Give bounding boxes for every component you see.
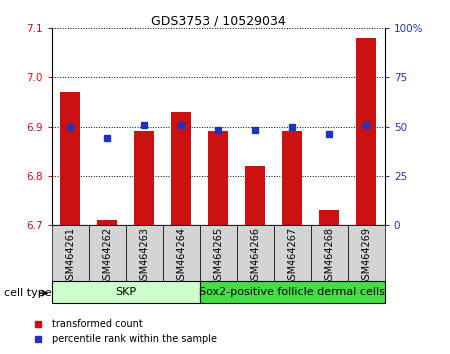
Text: GSM464267: GSM464267	[287, 227, 297, 286]
Bar	[200, 225, 237, 281]
Bar	[89, 225, 126, 281]
Bar	[356, 38, 376, 225]
Title: GDS3753 / 10529034: GDS3753 / 10529034	[151, 14, 286, 27]
Text: GSM464266: GSM464266	[250, 227, 260, 286]
Text: cell type: cell type	[4, 288, 52, 298]
Bar	[311, 225, 348, 281]
Bar	[171, 112, 191, 225]
Bar	[274, 225, 311, 281]
Bar	[52, 225, 89, 281]
Bar	[319, 210, 339, 225]
Text: SKP: SKP	[115, 287, 136, 297]
Text: Sox2-positive follicle dermal cells: Sox2-positive follicle dermal cells	[199, 287, 385, 297]
Text: GSM464262: GSM464262	[102, 227, 112, 286]
Bar	[208, 131, 229, 225]
Bar	[60, 92, 81, 225]
Text: GSM464263: GSM464263	[139, 227, 149, 286]
Bar	[163, 225, 200, 281]
Text: GSM464268: GSM464268	[324, 227, 334, 286]
Text: GSM464265: GSM464265	[213, 227, 223, 286]
Bar	[282, 131, 302, 225]
Bar	[52, 281, 200, 303]
Bar	[245, 166, 266, 225]
Text: GSM464261: GSM464261	[65, 227, 75, 286]
Bar	[134, 131, 154, 225]
Bar	[348, 225, 385, 281]
Text: GSM464269: GSM464269	[361, 227, 371, 286]
Bar	[97, 220, 117, 225]
Bar	[200, 281, 385, 303]
Text: GSM464264: GSM464264	[176, 227, 186, 286]
Text: percentile rank within the sample: percentile rank within the sample	[52, 334, 217, 344]
Text: transformed count: transformed count	[52, 319, 143, 329]
Bar	[237, 225, 274, 281]
Bar	[126, 225, 163, 281]
